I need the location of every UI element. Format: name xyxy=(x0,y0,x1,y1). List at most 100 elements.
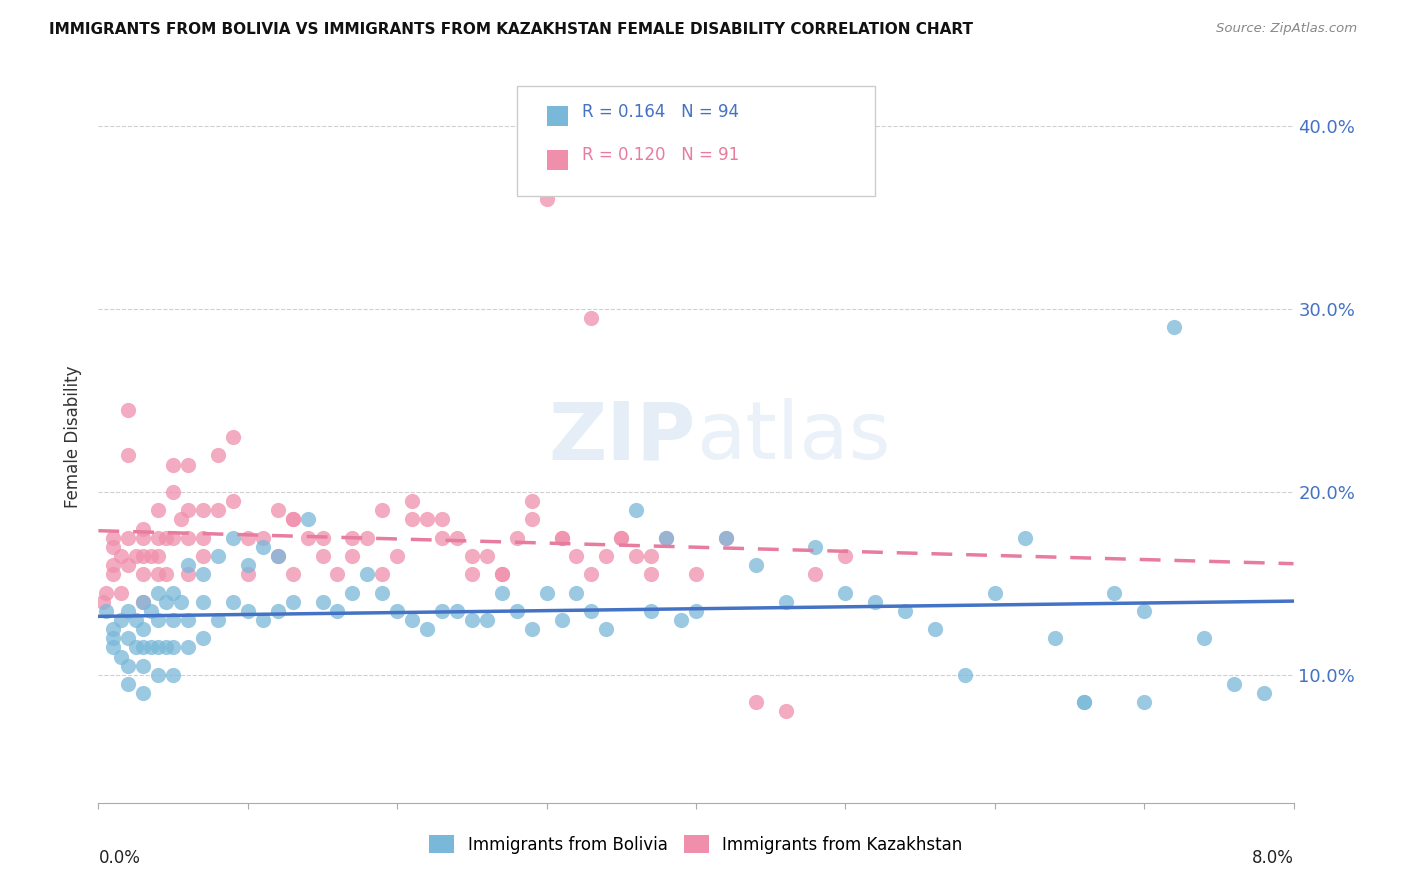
Point xyxy=(162,613,184,627)
Point xyxy=(626,503,648,517)
Point xyxy=(745,558,768,573)
FancyBboxPatch shape xyxy=(547,151,568,170)
Point xyxy=(491,567,513,582)
Point xyxy=(132,567,155,582)
Point xyxy=(834,585,856,599)
Point xyxy=(655,531,678,545)
Point xyxy=(191,531,214,545)
Point xyxy=(148,585,170,599)
Point xyxy=(148,567,170,582)
Point xyxy=(207,448,229,462)
Point xyxy=(536,192,558,206)
Point xyxy=(461,549,484,563)
FancyBboxPatch shape xyxy=(517,86,876,195)
Point xyxy=(103,567,125,582)
Point xyxy=(148,503,170,517)
Point xyxy=(110,649,132,664)
Point xyxy=(1192,632,1215,646)
Point xyxy=(236,531,259,545)
Point xyxy=(148,531,170,545)
Point xyxy=(655,531,678,545)
Point xyxy=(117,658,139,673)
Point xyxy=(281,567,304,582)
Point xyxy=(1133,695,1156,709)
Point xyxy=(177,567,200,582)
Point xyxy=(371,567,394,582)
Point xyxy=(924,622,946,636)
Point xyxy=(94,585,117,599)
Point xyxy=(804,567,827,582)
Point xyxy=(125,640,148,655)
Point xyxy=(117,558,139,573)
Point xyxy=(236,558,259,573)
Point xyxy=(595,622,617,636)
Point xyxy=(1073,695,1095,709)
Text: 8.0%: 8.0% xyxy=(1251,848,1294,866)
Point xyxy=(1163,320,1185,334)
Point xyxy=(342,585,364,599)
Point xyxy=(520,512,543,526)
Point xyxy=(581,311,603,326)
Point xyxy=(356,531,378,545)
Point xyxy=(297,512,319,526)
Point xyxy=(177,613,200,627)
Point xyxy=(207,503,229,517)
Point xyxy=(430,531,453,545)
Point xyxy=(520,494,543,508)
Point xyxy=(311,531,333,545)
Point xyxy=(520,622,543,636)
Point xyxy=(110,613,132,627)
Point xyxy=(103,622,125,636)
Point xyxy=(139,604,162,618)
Point xyxy=(446,604,468,618)
Point xyxy=(162,667,184,681)
Point xyxy=(236,567,259,582)
Point xyxy=(430,604,453,618)
Legend: Immigrants from Bolivia, Immigrants from Kazakhstan: Immigrants from Bolivia, Immigrants from… xyxy=(423,829,969,860)
Point xyxy=(162,585,184,599)
Point xyxy=(191,594,214,608)
Point xyxy=(626,549,648,563)
Point xyxy=(132,622,155,636)
Point xyxy=(132,521,155,535)
Point xyxy=(252,613,274,627)
Point xyxy=(1223,677,1246,691)
Point xyxy=(640,567,662,582)
Text: 0.0%: 0.0% xyxy=(98,848,141,866)
Point xyxy=(222,430,245,444)
Point xyxy=(132,531,155,545)
Point xyxy=(117,632,139,646)
Point xyxy=(804,540,827,554)
Point xyxy=(191,632,214,646)
Point xyxy=(1133,604,1156,618)
Point xyxy=(177,640,200,655)
Point xyxy=(117,604,139,618)
Text: IMMIGRANTS FROM BOLIVIA VS IMMIGRANTS FROM KAZAKHSTAN FEMALE DISABILITY CORRELAT: IMMIGRANTS FROM BOLIVIA VS IMMIGRANTS FR… xyxy=(49,22,973,37)
Point xyxy=(430,512,453,526)
Point xyxy=(148,613,170,627)
Point xyxy=(162,485,184,500)
Point xyxy=(342,531,364,545)
Point xyxy=(834,549,856,563)
FancyBboxPatch shape xyxy=(547,106,568,127)
Point xyxy=(326,604,349,618)
Point xyxy=(581,567,603,582)
Point xyxy=(1043,632,1066,646)
Point xyxy=(491,585,513,599)
Point xyxy=(401,494,423,508)
Point xyxy=(117,677,139,691)
Point xyxy=(775,594,797,608)
Point xyxy=(311,549,333,563)
Y-axis label: Female Disability: Female Disability xyxy=(65,366,83,508)
Point xyxy=(446,531,468,545)
Point xyxy=(281,594,304,608)
Point xyxy=(132,594,155,608)
Point xyxy=(416,512,439,526)
Point xyxy=(326,567,349,582)
Point xyxy=(669,613,692,627)
Text: ZIP: ZIP xyxy=(548,398,696,476)
Text: Source: ZipAtlas.com: Source: ZipAtlas.com xyxy=(1216,22,1357,36)
Point xyxy=(177,531,200,545)
Point xyxy=(162,531,184,545)
Point xyxy=(103,558,125,573)
